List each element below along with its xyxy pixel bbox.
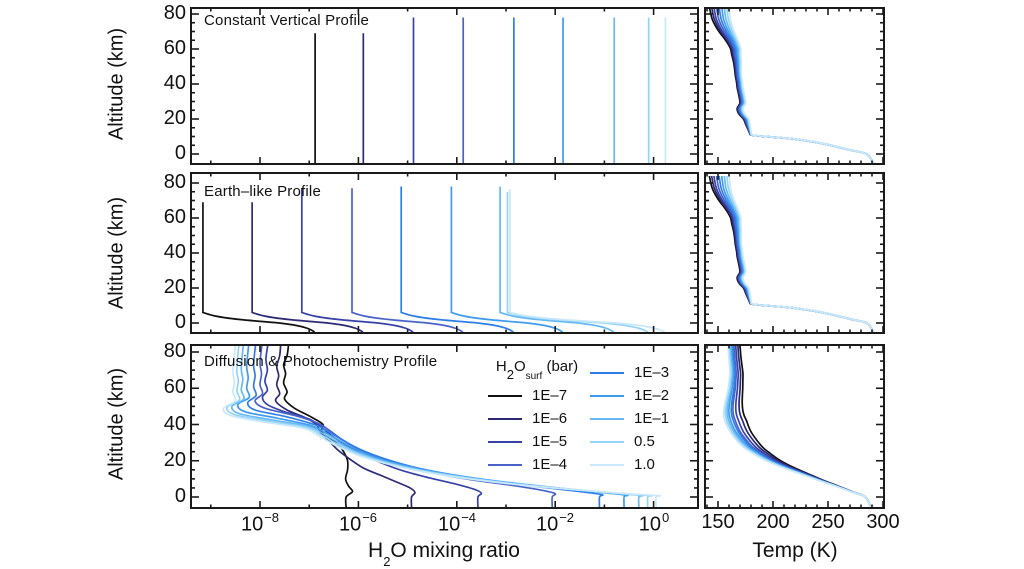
legend-entry: 1E–5	[488, 433, 598, 451]
mixing-ratio-axis-label: H2O mixing ratio	[368, 539, 520, 569]
legend-line-swatch	[590, 372, 624, 374]
legend-line-swatch	[590, 441, 624, 443]
temperature-profile-line	[734, 346, 872, 507]
panel-frame	[190, 344, 699, 509]
legend-entry: 1E–2	[590, 387, 700, 405]
legend-entry: 1E–4	[488, 456, 598, 474]
altitude-axis-label-row3: Altitude (km)	[105, 367, 128, 481]
earthlike-profile-line	[351, 188, 464, 332]
x-tick-label: 10−4	[437, 510, 477, 536]
x-tick-label: 10−2	[535, 510, 575, 536]
altitude-axis-label-row2: Altitude (km)	[105, 196, 128, 310]
y-tick-label: 0	[174, 142, 186, 164]
panel-frame	[190, 7, 699, 165]
temperature-profile-line	[737, 346, 872, 507]
y-tick-label: 0	[174, 311, 186, 333]
legend-line-swatch	[488, 395, 522, 397]
temperature-profile-line	[730, 346, 872, 507]
temperature-profile-line	[711, 9, 875, 163]
y-tick-label: 60	[163, 37, 186, 59]
panel1-title: Constant Vertical Profile	[204, 12, 370, 29]
temperature-profile-line	[739, 346, 872, 507]
temperature-profile-line	[710, 175, 875, 332]
temperature-profile-line	[728, 9, 875, 163]
temperature-profile-line	[713, 175, 875, 332]
temperature-profile-line	[713, 9, 875, 163]
legend-line-swatch	[488, 418, 522, 420]
legend-line-swatch	[488, 441, 522, 443]
legend-entry-label: 1E–7	[532, 387, 568, 404]
earthlike-profile-line	[400, 186, 515, 332]
legend-entry-label: 1E–1	[634, 410, 670, 427]
y-tick-label: 20	[163, 107, 186, 129]
y-tick-label: 0	[174, 485, 186, 507]
y-tick-label: 20	[163, 276, 186, 298]
legend-entry: 0.5	[590, 433, 700, 451]
temperature-profile-line	[724, 346, 872, 507]
legend-entry-label: 1E–3	[634, 364, 670, 381]
x-tick-label: 100	[638, 510, 670, 536]
legend-line-swatch	[590, 418, 624, 420]
temperature-profile-line	[721, 9, 875, 163]
x-tick-label: 250	[811, 511, 845, 533]
y-tick-label: 80	[163, 2, 186, 24]
legend-entry-label: 1E–6	[532, 410, 568, 427]
legend-line-swatch	[488, 464, 522, 466]
temperature-profile-line	[722, 346, 872, 507]
x-tick-label: 150	[701, 511, 735, 533]
earthlike-profile-line	[202, 202, 316, 332]
temperature-profile-line	[720, 175, 875, 332]
temperature-profile-line	[728, 346, 872, 507]
earthlike-profile-line	[499, 186, 615, 332]
y-tick-label: 40	[163, 241, 186, 263]
legend-entry: 1.0	[590, 456, 700, 474]
panel2-title: Earth–like Profile	[204, 183, 321, 200]
x-tick-label: 10−6	[338, 510, 378, 536]
earthlike-profile-line	[300, 188, 414, 332]
legend-line-swatch	[590, 464, 624, 466]
y-tick-label: 80	[163, 340, 186, 362]
earthlike-profile-line	[506, 191, 649, 332]
legend-entry-label: 1.0	[634, 456, 655, 473]
x-tick-label: 300	[866, 511, 900, 533]
y-tick-label: 60	[163, 376, 186, 398]
legend-entry: 1E–3	[590, 364, 700, 382]
legend-line-swatch	[590, 395, 624, 397]
temp-axis-label: Temp (K)	[752, 539, 838, 562]
legend-entry-label: 0.5	[634, 433, 655, 450]
temperature-profile-line	[732, 346, 872, 507]
legend-entry-label: 1E–2	[634, 387, 670, 404]
legend-entry: 1E–7	[488, 387, 598, 405]
earthlike-profile-line	[509, 189, 666, 332]
y-tick-label: 40	[163, 413, 186, 435]
panel3-title: Diffusion & Photochemistry Profile	[204, 353, 438, 370]
legend-entry-label: 1E–4	[532, 456, 568, 473]
y-tick-label: 80	[163, 171, 186, 193]
legend-title: H2Osurf (bar)	[495, 358, 579, 382]
x-tick-label: 200	[756, 511, 790, 533]
y-tick-label: 60	[163, 206, 186, 228]
legend-entry: 1E–1	[590, 410, 700, 428]
photochem-profile-line	[246, 346, 604, 507]
photochem-profile-line	[222, 346, 662, 507]
x-tick-label: 10−8	[240, 510, 280, 536]
earthlike-profile-line	[251, 202, 364, 332]
y-tick-label: 20	[163, 449, 186, 471]
y-tick-label: 40	[163, 72, 186, 94]
temperature-profile-line	[728, 175, 875, 332]
legend-entry-label: 1E–5	[532, 433, 568, 450]
altitude-axis-label-row1: Altitude (km)	[105, 27, 128, 141]
earthlike-profile-line	[450, 186, 564, 332]
legend-entry: 1E–6	[488, 410, 598, 428]
